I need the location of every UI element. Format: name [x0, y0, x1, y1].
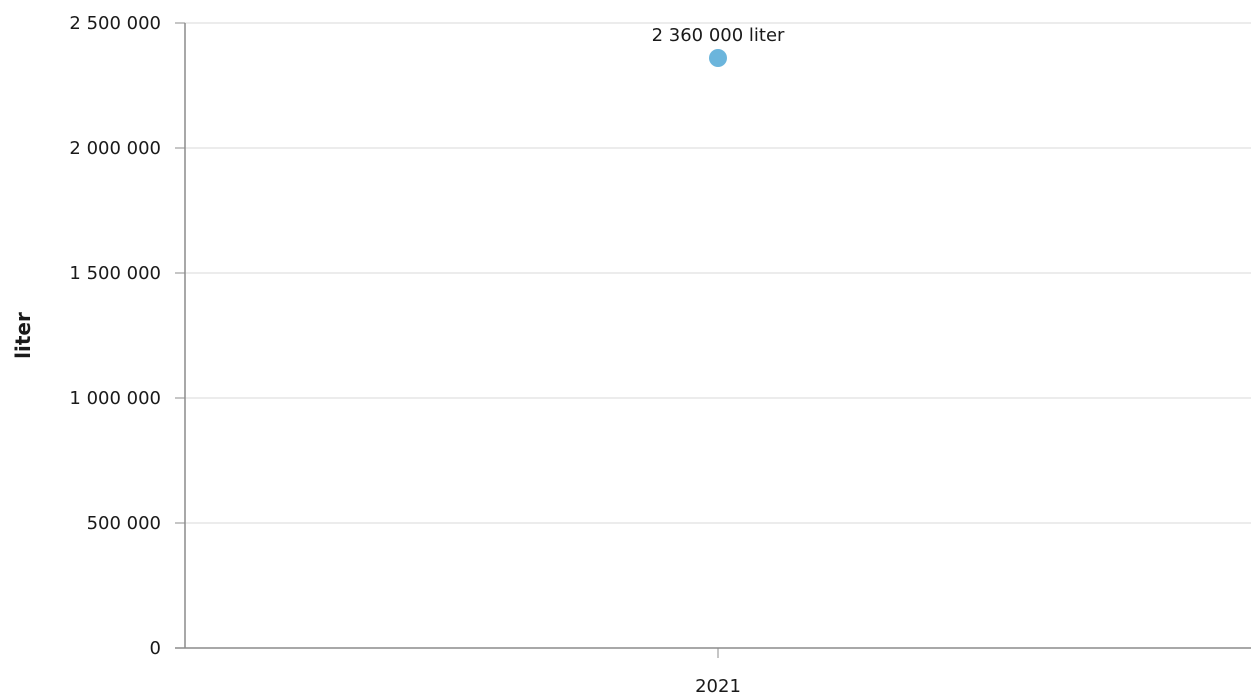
data-label: 2 360 000 liter — [652, 25, 785, 46]
x-tick-label: 2021 — [695, 676, 741, 695]
data-point — [709, 49, 727, 67]
y-tick-label: 1 500 000 — [69, 263, 161, 284]
x-axis-ticks: 2021 — [695, 648, 741, 697]
y-tick-label: 500 000 — [87, 513, 161, 534]
axes — [175, 23, 1251, 649]
y-tick-label: 2 500 000 — [69, 13, 161, 34]
gridlines — [185, 22, 1251, 524]
y-tick-label: 2 000 000 — [69, 138, 161, 159]
y-tick-label: 1 000 000 — [69, 388, 161, 409]
y-axis-ticks: 0 500 000 1 000 000 1 500 000 2 000 000 2 500… — [69, 13, 185, 659]
y-axis-title: liter — [11, 312, 35, 359]
data-points — [709, 49, 727, 67]
data-labels: 2 360 000 liter — [652, 25, 785, 46]
y-tick-label: 0 — [150, 638, 161, 659]
